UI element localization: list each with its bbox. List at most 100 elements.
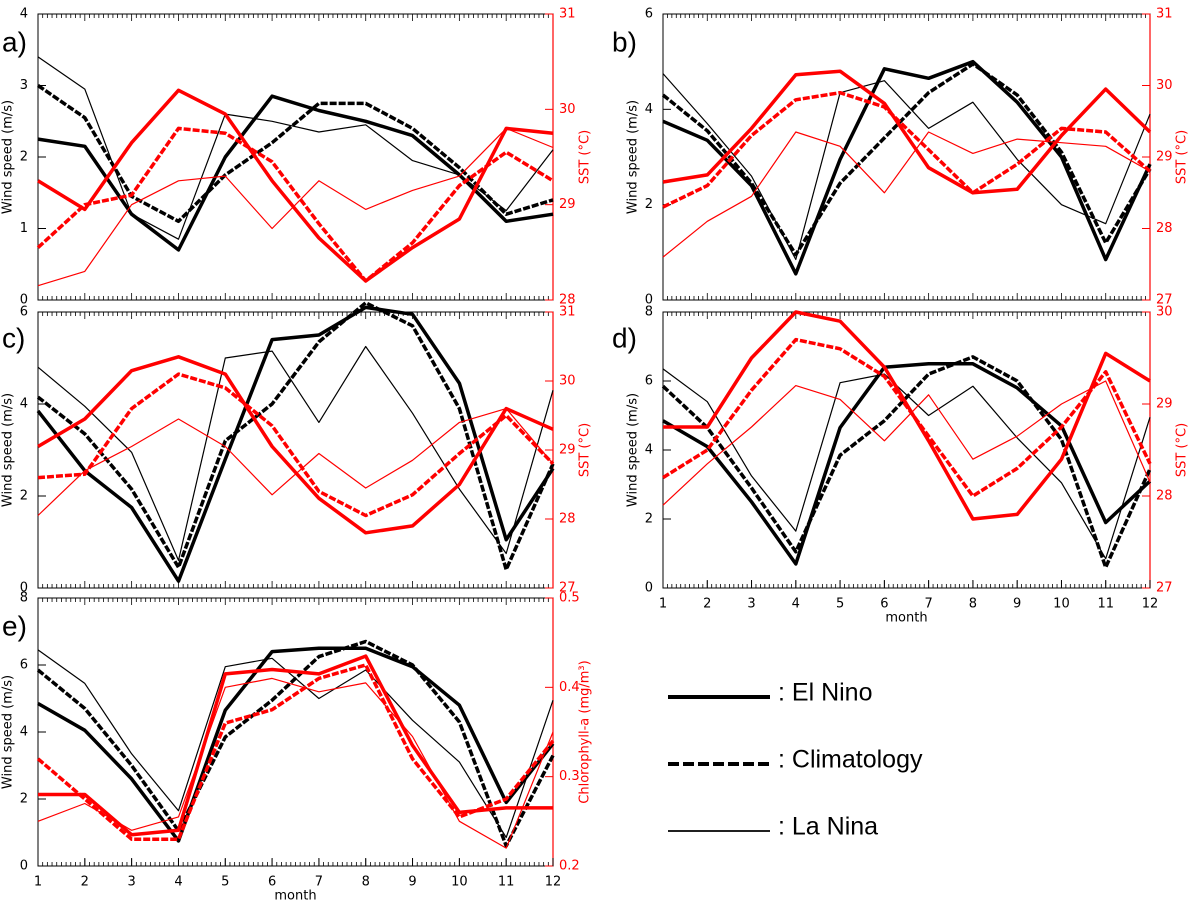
series-line	[37, 127, 554, 287]
series-line	[37, 84, 554, 224]
y-tick-label: 4	[645, 102, 653, 117]
y-tick-label: 2	[645, 197, 653, 212]
series-line	[662, 73, 1151, 261]
y2-tick-label: 29	[1156, 150, 1173, 165]
series-line	[661, 62, 1152, 257]
x-axis-label: month	[885, 611, 927, 626]
series-line	[36, 126, 554, 283]
panel-label: b)	[612, 26, 637, 57]
y2-tick-label: 27	[559, 581, 576, 596]
series-line	[662, 337, 1152, 498]
y2-tick-label: 29	[1156, 397, 1173, 412]
x-tick-label: 7	[924, 597, 932, 612]
y2-axis-label: SST (°C)	[578, 423, 593, 477]
y-tick-label: 2	[20, 150, 28, 165]
series-line	[37, 88, 554, 283]
x-tick-label: 6	[268, 875, 276, 890]
y2-tick-label: 30	[1156, 78, 1173, 93]
plot-frame	[37, 311, 554, 589]
x-tick-label: 10	[451, 875, 468, 890]
y2-tick-label: 28	[559, 293, 576, 308]
y-tick-label: 4	[645, 443, 653, 458]
panel-label: d)	[612, 322, 637, 353]
y2-axis-label: SST (°C)	[1175, 423, 1190, 477]
series-line	[37, 649, 554, 839]
x-tick-label: 5	[836, 597, 844, 612]
series-line	[662, 59, 1152, 276]
y2-tick-label: 28	[559, 512, 576, 527]
x-axis-label: month	[274, 889, 316, 904]
y2-tick-label: 0.4	[559, 680, 580, 695]
y-tick-label: 8	[20, 591, 28, 606]
legend-label: : La Nina	[778, 813, 878, 841]
y-tick-label: 2	[20, 489, 28, 504]
y-tick-label: 2	[645, 512, 653, 527]
y2-tick-label: 30	[559, 374, 576, 389]
y-tick-label: 4	[20, 7, 28, 22]
y-tick-label: 1	[20, 221, 28, 236]
y2-axis-label: SST (°C)	[578, 130, 593, 184]
series-line	[662, 380, 1151, 506]
y-tick-label: 0	[20, 293, 28, 308]
y2-tick-label: 28	[1156, 221, 1173, 236]
x-tick-label: 4	[174, 875, 182, 890]
y2-tick-label: 28	[1156, 489, 1173, 504]
series-line	[37, 94, 554, 252]
series-line	[37, 345, 554, 561]
x-tick-label: 2	[81, 875, 89, 890]
y-tick-label: 4	[20, 397, 28, 412]
y-tick-label: 8	[645, 305, 653, 320]
series-line	[37, 355, 554, 535]
series-line	[37, 677, 554, 849]
x-tick-label: 9	[408, 875, 416, 890]
y2-tick-label: 27	[1156, 581, 1173, 596]
x-tick-label: 9	[1013, 597, 1021, 612]
y2-tick-label: 29	[559, 443, 576, 458]
y-tick-label: 6	[645, 374, 653, 389]
series-line	[662, 69, 1152, 195]
panel-label: c)	[2, 322, 25, 353]
series-line	[37, 372, 555, 518]
x-tick-label: 4	[792, 597, 800, 612]
y-tick-label: 0	[645, 581, 653, 596]
y2-tick-label: 31	[559, 305, 576, 320]
series-line	[37, 646, 555, 843]
x-tick-label: 8	[969, 597, 977, 612]
y-tick-label: 3	[20, 78, 28, 93]
x-tick-label: 7	[315, 875, 323, 890]
y2-tick-label: 31	[559, 7, 576, 22]
y-tick-label: 6	[20, 305, 28, 320]
y2-tick-label: 30	[559, 102, 576, 117]
x-tick-label: 11	[498, 875, 515, 890]
y-tick-label: 2	[20, 792, 28, 807]
y-tick-label: 0	[20, 581, 28, 596]
series-line	[662, 131, 1151, 258]
x-tick-label: 12	[1142, 597, 1159, 612]
x-tick-label: 10	[1053, 597, 1070, 612]
y2-axis-label: SST (°C)	[1175, 130, 1190, 184]
legend-label: : El Nino	[778, 679, 872, 707]
y-tick-label: 0	[645, 293, 653, 308]
y-axis-label: Wind speed (m/s)	[1, 100, 16, 214]
y2-tick-label: 0.5	[559, 591, 580, 606]
x-tick-label: 3	[127, 875, 135, 890]
y2-tick-label: 0.3	[559, 769, 580, 784]
x-tick-label: 6	[880, 597, 888, 612]
x-tick-label: 2	[703, 597, 711, 612]
y2-tick-label: 31	[1156, 7, 1173, 22]
x-tick-label: 12	[545, 875, 562, 890]
series-line	[37, 408, 554, 516]
series-line	[662, 368, 1151, 560]
series-line	[662, 362, 1152, 566]
y2-axis-label: Chlorophyll-a (mg/m³)	[578, 660, 593, 803]
series-line	[36, 663, 555, 841]
y-tick-label: 0	[20, 859, 28, 874]
y-axis-label: Wind speed (m/s)	[626, 100, 641, 214]
x-tick-label: 11	[1097, 597, 1114, 612]
series-line	[38, 654, 553, 837]
x-tick-label: 1	[34, 875, 42, 890]
y-tick-label: 6	[20, 658, 28, 673]
x-tick-label: 1	[659, 597, 667, 612]
y-axis-label: Wind speed (m/s)	[1, 393, 16, 507]
